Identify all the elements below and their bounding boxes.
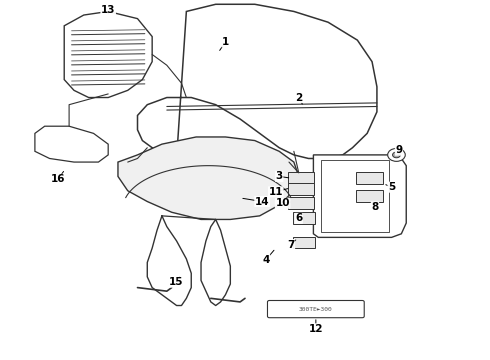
- Circle shape: [388, 148, 405, 161]
- FancyBboxPatch shape: [288, 172, 315, 184]
- FancyBboxPatch shape: [288, 197, 315, 210]
- Text: 11: 11: [269, 187, 283, 197]
- Text: 3: 3: [275, 171, 283, 181]
- Text: 13: 13: [101, 5, 116, 15]
- FancyBboxPatch shape: [288, 183, 315, 195]
- Text: 14: 14: [255, 197, 270, 207]
- Text: 6: 6: [295, 213, 302, 223]
- FancyBboxPatch shape: [293, 212, 316, 224]
- Text: 4: 4: [262, 255, 270, 265]
- FancyBboxPatch shape: [268, 301, 364, 318]
- Polygon shape: [118, 137, 299, 220]
- Text: 7: 7: [287, 239, 294, 249]
- Polygon shape: [35, 126, 108, 162]
- Polygon shape: [314, 155, 406, 237]
- FancyBboxPatch shape: [293, 237, 316, 248]
- FancyBboxPatch shape: [356, 190, 383, 202]
- Circle shape: [392, 152, 400, 158]
- FancyBboxPatch shape: [356, 172, 383, 184]
- Text: 15: 15: [169, 277, 183, 287]
- Text: 16: 16: [50, 174, 65, 184]
- Text: 8: 8: [371, 202, 379, 212]
- Text: 12: 12: [309, 324, 323, 334]
- Text: 10: 10: [275, 198, 290, 208]
- Polygon shape: [138, 4, 377, 158]
- Polygon shape: [64, 12, 152, 98]
- Text: 2: 2: [295, 93, 302, 103]
- Text: 5: 5: [388, 182, 395, 192]
- Text: 9: 9: [395, 145, 402, 155]
- Text: 1: 1: [222, 37, 229, 47]
- Text: 300TE►300: 300TE►300: [299, 307, 333, 312]
